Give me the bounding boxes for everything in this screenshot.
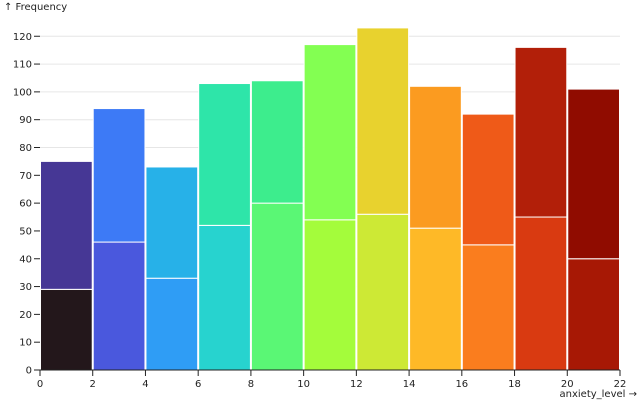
y-tick-label: 20 — [19, 310, 32, 321]
y-axis-label: ↑ Frequency — [4, 2, 67, 13]
y-tick-label: 60 — [19, 199, 32, 210]
histogram-bar-segment — [567, 88, 620, 260]
histogram-bar-segment — [409, 227, 462, 371]
x-tick-label: 0 — [37, 379, 43, 390]
histogram-bar-segment — [303, 44, 357, 221]
x-tick-label: 2 — [90, 379, 96, 390]
y-tick-label: 30 — [19, 282, 32, 293]
x-tick-label: 4 — [142, 379, 148, 390]
x-axis: 0 2 4 6 8 10 12 14 16 18 20 22 — [37, 369, 627, 390]
histogram-bar-segment — [303, 219, 357, 371]
y-tick-label: 0 — [26, 366, 32, 377]
y-tick-label: 10 — [19, 338, 32, 349]
bars-group — [40, 27, 620, 371]
y-tick-label: 90 — [19, 115, 32, 126]
histogram-bar-segment — [356, 27, 410, 215]
histogram-bar-segment — [40, 160, 93, 290]
histogram-bar-segment — [92, 241, 146, 371]
y-tick-label: 110 — [13, 60, 32, 71]
histogram-bar-segment — [145, 166, 199, 279]
x-tick-label: 14 — [403, 379, 416, 390]
histogram-bar-segment — [145, 277, 199, 371]
histogram-bar-segment — [92, 108, 146, 243]
histogram-bar-segment — [461, 113, 515, 246]
y-tick-label: 80 — [19, 143, 32, 154]
histogram-bar-segment — [461, 244, 515, 371]
histogram-bar-segment — [198, 83, 251, 226]
y-tick-label: 40 — [19, 254, 32, 265]
histogram-bar-segment — [567, 258, 620, 371]
x-tick-label: 22 — [614, 379, 627, 390]
histogram-bar-segment — [514, 216, 568, 371]
x-tick-label: 8 — [248, 379, 254, 390]
x-tick-label: 6 — [195, 379, 201, 390]
x-tick-label: 20 — [561, 379, 574, 390]
histogram-bar-segment — [250, 80, 304, 204]
histogram-bar-segment — [409, 85, 462, 229]
y-tick-label: 50 — [19, 226, 32, 237]
histogram-bar-segment — [514, 46, 568, 218]
histogram-bar-segment — [198, 224, 251, 371]
x-tick-label: 16 — [455, 379, 468, 390]
y-axis: 0 10 20 30 40 50 60 70 80 90 100 110 120 — [13, 32, 40, 377]
x-tick-label: 18 — [508, 379, 521, 390]
x-tick-label: 10 — [297, 379, 310, 390]
x-axis-label: anxiety_level → — [560, 389, 638, 400]
y-tick-label: 120 — [13, 32, 32, 43]
histogram-bar-segment — [356, 213, 410, 371]
y-tick-label: 70 — [19, 171, 32, 182]
histogram-bar-segment — [250, 202, 304, 371]
histogram-bar-segment — [40, 288, 93, 371]
x-tick-label: 12 — [350, 379, 363, 390]
y-tick-label: 100 — [13, 87, 32, 98]
